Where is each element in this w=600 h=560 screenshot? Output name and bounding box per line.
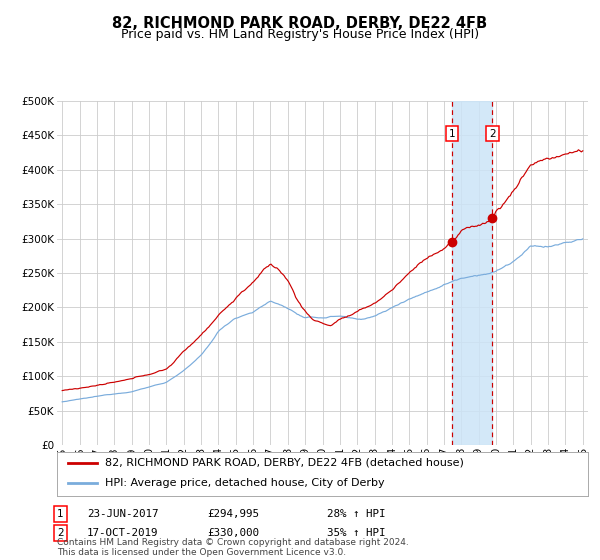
- Text: 82, RICHMOND PARK ROAD, DERBY, DE22 4FB: 82, RICHMOND PARK ROAD, DERBY, DE22 4FB: [112, 16, 488, 31]
- Text: £330,000: £330,000: [207, 528, 259, 538]
- Text: 82, RICHMOND PARK ROAD, DERBY, DE22 4FB (detached house): 82, RICHMOND PARK ROAD, DERBY, DE22 4FB …: [105, 458, 464, 468]
- Text: 1: 1: [57, 509, 64, 519]
- Text: 35% ↑ HPI: 35% ↑ HPI: [327, 528, 386, 538]
- Text: 23-JUN-2017: 23-JUN-2017: [87, 509, 158, 519]
- Text: 17-OCT-2019: 17-OCT-2019: [87, 528, 158, 538]
- Text: Contains HM Land Registry data © Crown copyright and database right 2024.
This d: Contains HM Land Registry data © Crown c…: [57, 538, 409, 557]
- Text: Price paid vs. HM Land Registry's House Price Index (HPI): Price paid vs. HM Land Registry's House …: [121, 28, 479, 41]
- Text: HPI: Average price, detached house, City of Derby: HPI: Average price, detached house, City…: [105, 478, 385, 488]
- Text: 2: 2: [57, 528, 64, 538]
- Text: 2: 2: [489, 128, 496, 138]
- Bar: [452, 101, 493, 445]
- Text: 28% ↑ HPI: 28% ↑ HPI: [327, 509, 386, 519]
- Text: 1: 1: [449, 128, 455, 138]
- Text: £294,995: £294,995: [207, 509, 259, 519]
